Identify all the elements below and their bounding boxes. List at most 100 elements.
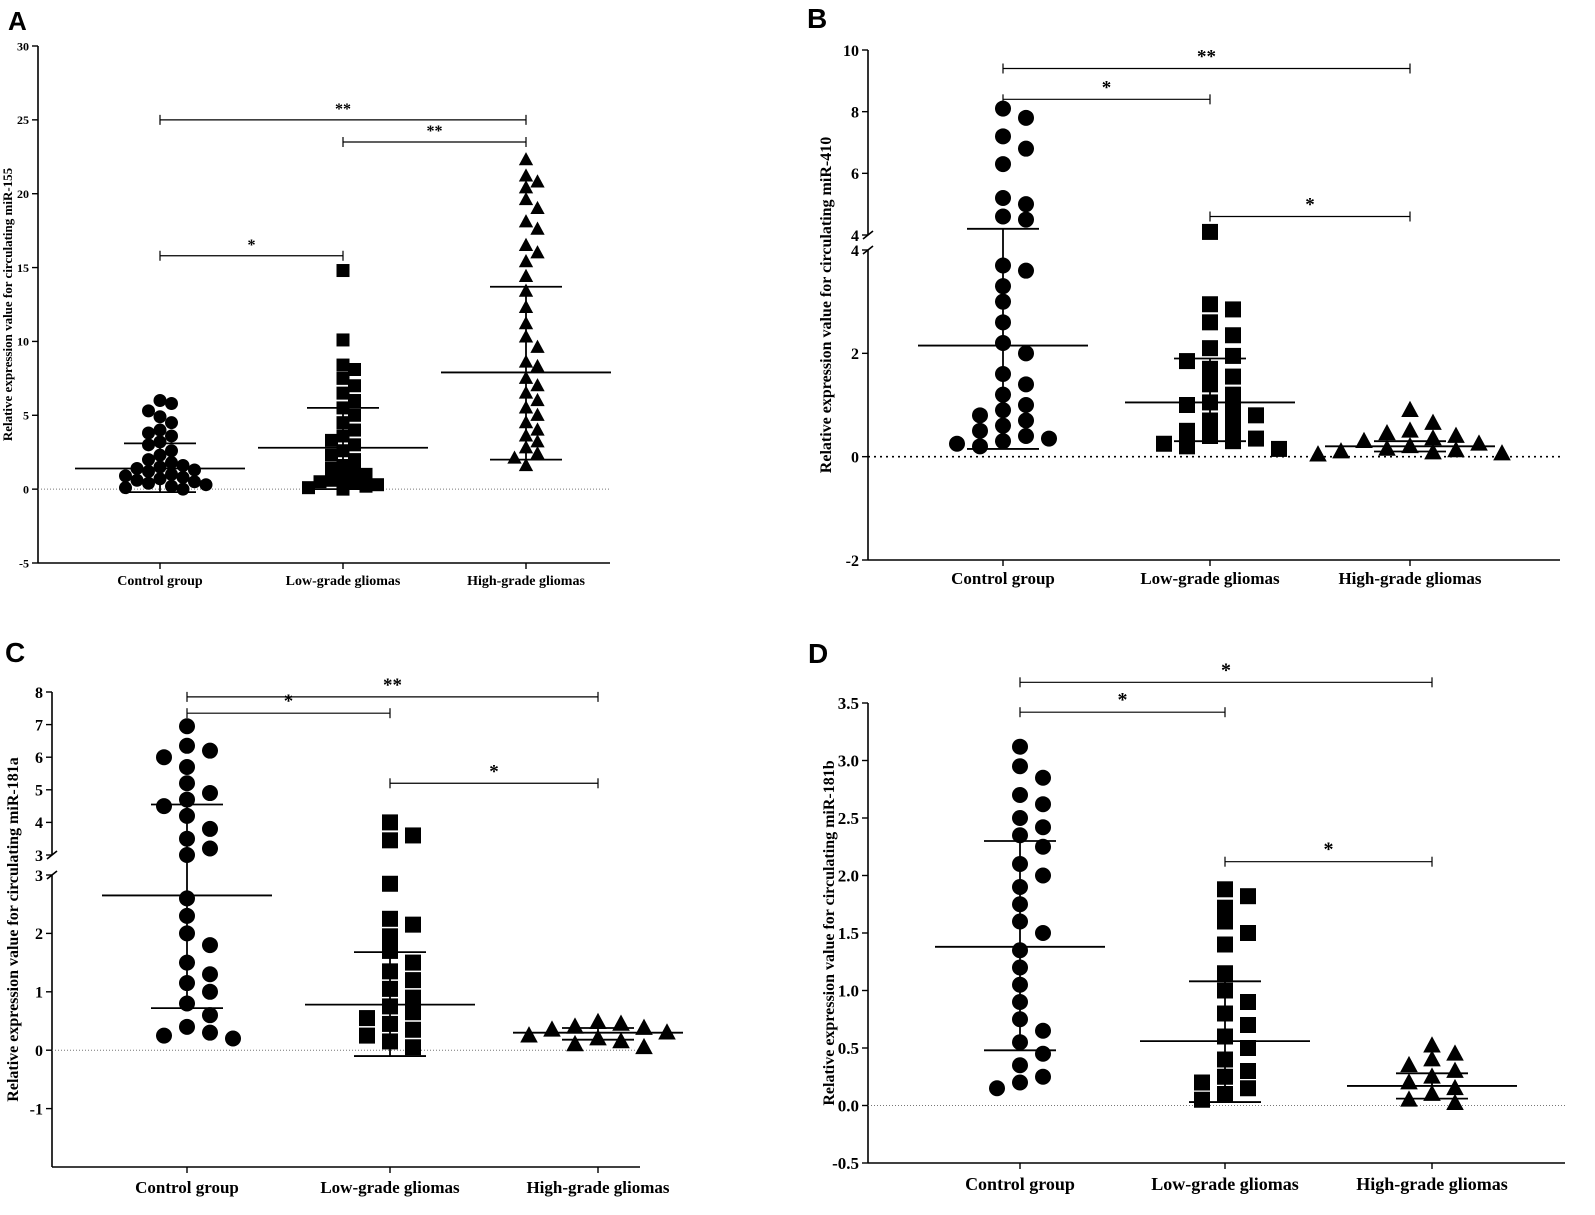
data-point — [165, 456, 178, 470]
data-point — [1018, 262, 1034, 279]
data-point — [1012, 738, 1028, 755]
data-point — [972, 407, 988, 424]
data-point — [530, 245, 545, 259]
data-point — [989, 1080, 1005, 1097]
data-point — [530, 434, 545, 448]
data-point — [1271, 440, 1287, 457]
y-axis-label: Relative expression value for circulatin… — [818, 137, 835, 473]
y-tick-label: 3 — [35, 868, 43, 885]
data-point — [202, 1024, 218, 1041]
data-point — [359, 467, 373, 481]
data-point — [1035, 796, 1051, 813]
data-point — [1018, 109, 1034, 126]
data-point — [1179, 438, 1195, 455]
y-tick-label: 25 — [17, 113, 29, 127]
data-point — [1447, 441, 1465, 458]
data-point — [199, 478, 213, 492]
data-point — [1012, 810, 1028, 826]
y-tick-label: 2.0 — [838, 867, 859, 886]
data-point — [1217, 881, 1233, 898]
data-point — [336, 371, 350, 385]
data-point — [1018, 397, 1034, 413]
data-point — [995, 208, 1011, 225]
data-point — [325, 473, 338, 487]
data-point — [202, 742, 218, 759]
data-point — [1400, 1073, 1418, 1090]
data-point — [165, 429, 178, 443]
significance-label: * — [1324, 839, 1334, 861]
data-point — [518, 152, 534, 166]
data-point — [1225, 417, 1241, 434]
data-point — [1179, 397, 1195, 413]
data-point — [202, 983, 218, 1000]
significance-label: ** — [335, 101, 351, 118]
data-point — [348, 453, 361, 467]
y-tick-label: 0.0 — [838, 1097, 859, 1116]
x-category-label: Control group — [135, 1178, 239, 1197]
data-point — [130, 473, 144, 487]
significance-label: * — [489, 761, 499, 782]
data-point — [1225, 386, 1241, 403]
data-point — [1225, 402, 1241, 419]
data-point — [1018, 428, 1034, 444]
y-tick-label: 4 — [851, 243, 859, 260]
data-point — [202, 820, 218, 837]
y-tick-label: -5 — [19, 556, 29, 570]
x-category-label: Control group — [965, 1174, 1075, 1194]
data-point — [530, 378, 545, 392]
data-point — [1240, 925, 1256, 941]
data-point — [325, 448, 338, 462]
data-point — [348, 408, 361, 422]
data-point — [1035, 838, 1051, 855]
data-point — [176, 482, 190, 496]
data-point — [658, 1023, 676, 1040]
data-point — [518, 268, 534, 282]
y-tick-label: 0.5 — [838, 1039, 859, 1058]
data-point — [1446, 1061, 1464, 1078]
significance-label: ** — [427, 123, 443, 140]
panel-letter: A — [8, 6, 27, 36]
data-point — [1202, 314, 1218, 331]
x-category-label: Low-grade gliomas — [286, 574, 401, 589]
significance-label: ** — [383, 675, 402, 696]
data-point — [165, 467, 178, 481]
data-point — [142, 404, 155, 418]
data-point — [405, 1039, 421, 1056]
data-point — [1423, 1036, 1441, 1053]
data-point — [589, 1012, 607, 1030]
data-point — [325, 433, 338, 447]
data-point — [635, 1018, 653, 1035]
data-point — [1194, 1074, 1210, 1091]
data-point — [1446, 1078, 1464, 1096]
data-point — [1446, 1093, 1464, 1111]
data-point — [202, 937, 218, 954]
data-point — [142, 476, 155, 490]
data-point — [1156, 435, 1172, 452]
data-point — [995, 100, 1011, 117]
panel-letter: B — [807, 3, 827, 34]
data-point — [348, 438, 361, 452]
y-tick-label: 2 — [35, 926, 43, 943]
data-point — [1035, 1022, 1051, 1039]
data-point — [153, 435, 167, 449]
x-category-label: Low-grade gliomas — [320, 1178, 460, 1197]
y-tick-label: 0 — [35, 1043, 43, 1060]
data-point — [202, 840, 218, 857]
data-point — [530, 407, 545, 421]
y-tick-label: 0 — [851, 449, 859, 466]
data-point — [1035, 819, 1051, 836]
data-point — [1217, 899, 1233, 916]
data-point — [348, 379, 361, 393]
data-point — [142, 426, 155, 440]
data-point — [405, 954, 421, 971]
data-point — [1018, 376, 1034, 393]
data-point — [972, 422, 988, 439]
data-point — [405, 827, 421, 844]
data-point — [995, 190, 1011, 206]
group-0 — [918, 100, 1088, 455]
significance-label: * — [1118, 689, 1128, 711]
data-point — [1401, 421, 1419, 438]
data-point — [1012, 787, 1028, 803]
data-point — [1240, 888, 1256, 905]
